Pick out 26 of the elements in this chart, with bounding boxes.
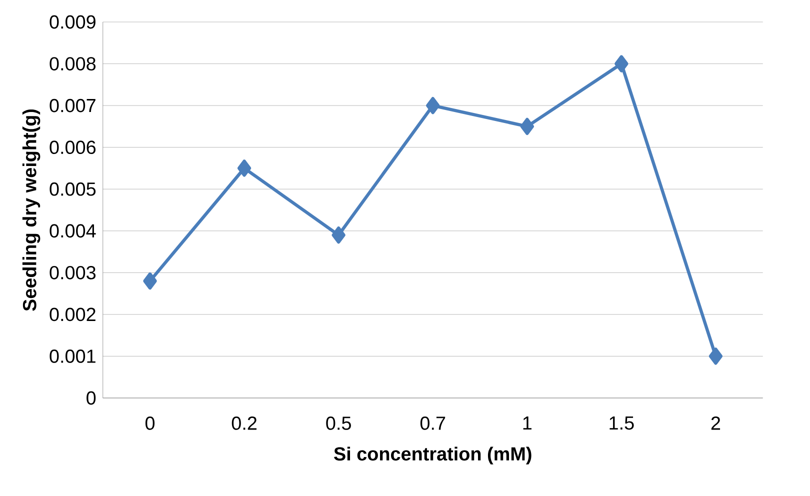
x-tick-label: 0 [145, 416, 155, 430]
y-tick-label: 0.003 [50, 266, 96, 280]
point [614, 55, 628, 72]
y-tick-label: 0.005 [50, 182, 96, 196]
x-tick-label: 1 [523, 416, 532, 430]
point [143, 272, 157, 290]
y-tick-label: 0.008 [50, 57, 96, 70]
y-tick-label: 0.006 [50, 140, 96, 154]
x-axis-title: Si concentration (mM) [334, 446, 532, 464]
y-tick-label: 0.002 [50, 308, 96, 322]
y-tick-label: 0.004 [50, 224, 96, 238]
x-tick-label: 0.2 [232, 416, 256, 430]
x-tick-label: 2 [711, 416, 720, 430]
y-tick-label: 0.007 [50, 98, 96, 112]
point [520, 118, 534, 136]
y-tick-label: 0.009 [50, 15, 96, 29]
x-tick-label: 0.7 [420, 416, 446, 430]
x-tick-label: 0.5 [326, 416, 351, 430]
point [426, 96, 440, 114]
x-tick-label: 1.5 [610, 416, 634, 430]
point [237, 160, 252, 177]
y-axis-title: Seedling dry weight(g) [22, 109, 40, 311]
y-tick-label: 0.001 [50, 350, 96, 363]
y-tick-label: 0 [86, 391, 96, 405]
point [708, 348, 723, 365]
point [332, 226, 346, 244]
